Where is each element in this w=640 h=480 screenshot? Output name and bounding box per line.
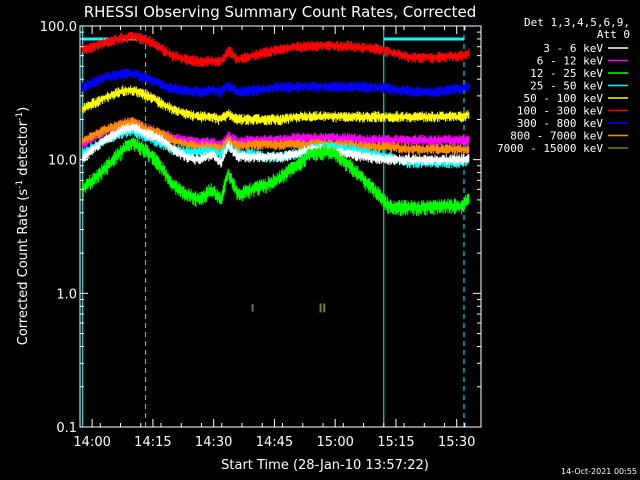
legend-label-2: 12 - 25 keV [530, 67, 603, 80]
y-tick-label-3: 100.0 [40, 20, 77, 35]
series-50to100keV [81, 85, 470, 126]
x-tick-label-3: 14:45 [256, 435, 293, 450]
axes: 0.1 1.0 10.0 100.0 14:00 14:15 14:30 14:45 15:00… [40, 20, 481, 450]
y-tick-label-0: 0.1 [56, 421, 77, 436]
series-trace [81, 85, 470, 126]
y-tick-label-2: 10.0 [48, 154, 77, 169]
x-tick-label-0: 14:00 [73, 435, 110, 450]
legend-header-line1: Det 1,3,4,5,6,9, [524, 16, 630, 29]
series-trace [81, 31, 470, 68]
series-300to800keV [81, 68, 470, 98]
series-trace [81, 68, 470, 98]
legend-label-0: 3 - 6 keV [543, 42, 603, 55]
x-tick-label-5: 15:15 [377, 435, 414, 450]
plot-frame [79, 25, 482, 428]
x-tick-label-6: 15:30 [438, 435, 475, 450]
x-tick-label-1: 14:15 [134, 435, 171, 450]
plot-area [81, 26, 470, 427]
legend-label-6: 300 - 800 keV [517, 117, 603, 130]
x-tick-label-2: 14:30 [195, 435, 232, 450]
series-trace [81, 137, 470, 216]
x-tick-label-4: 15:00 [316, 435, 353, 450]
series-12to25keV [81, 137, 470, 216]
chart-title: RHESSI Observing Summary Count Rates, Co… [84, 3, 477, 21]
y-axis-label: Corrected Count Rate (s-1 detector-1) [15, 107, 31, 345]
legend-label-1: 6 - 12 keV [537, 55, 604, 68]
y-tick-label-1: 1.0 [56, 287, 77, 302]
legend-label-5: 100 - 300 keV [517, 105, 603, 118]
series-trace [81, 122, 470, 168]
legend-label-3: 25 - 50 keV [530, 80, 603, 93]
legend-header-line2: Att 0 [597, 28, 630, 41]
series-100to300keV [81, 31, 470, 68]
legend-label-8: 7000 - 15000 keV [497, 142, 603, 155]
series-3to6keV [81, 122, 470, 168]
x-axis-label: Start Time (28-Jan-10 13:57:22) [221, 458, 429, 473]
legend-label-7: 800 - 7000 keV [510, 130, 603, 143]
footer-timestamp: 14-Oct-2021 00:55 [561, 467, 637, 476]
legend-label-4: 50 - 100 keV [524, 92, 604, 105]
